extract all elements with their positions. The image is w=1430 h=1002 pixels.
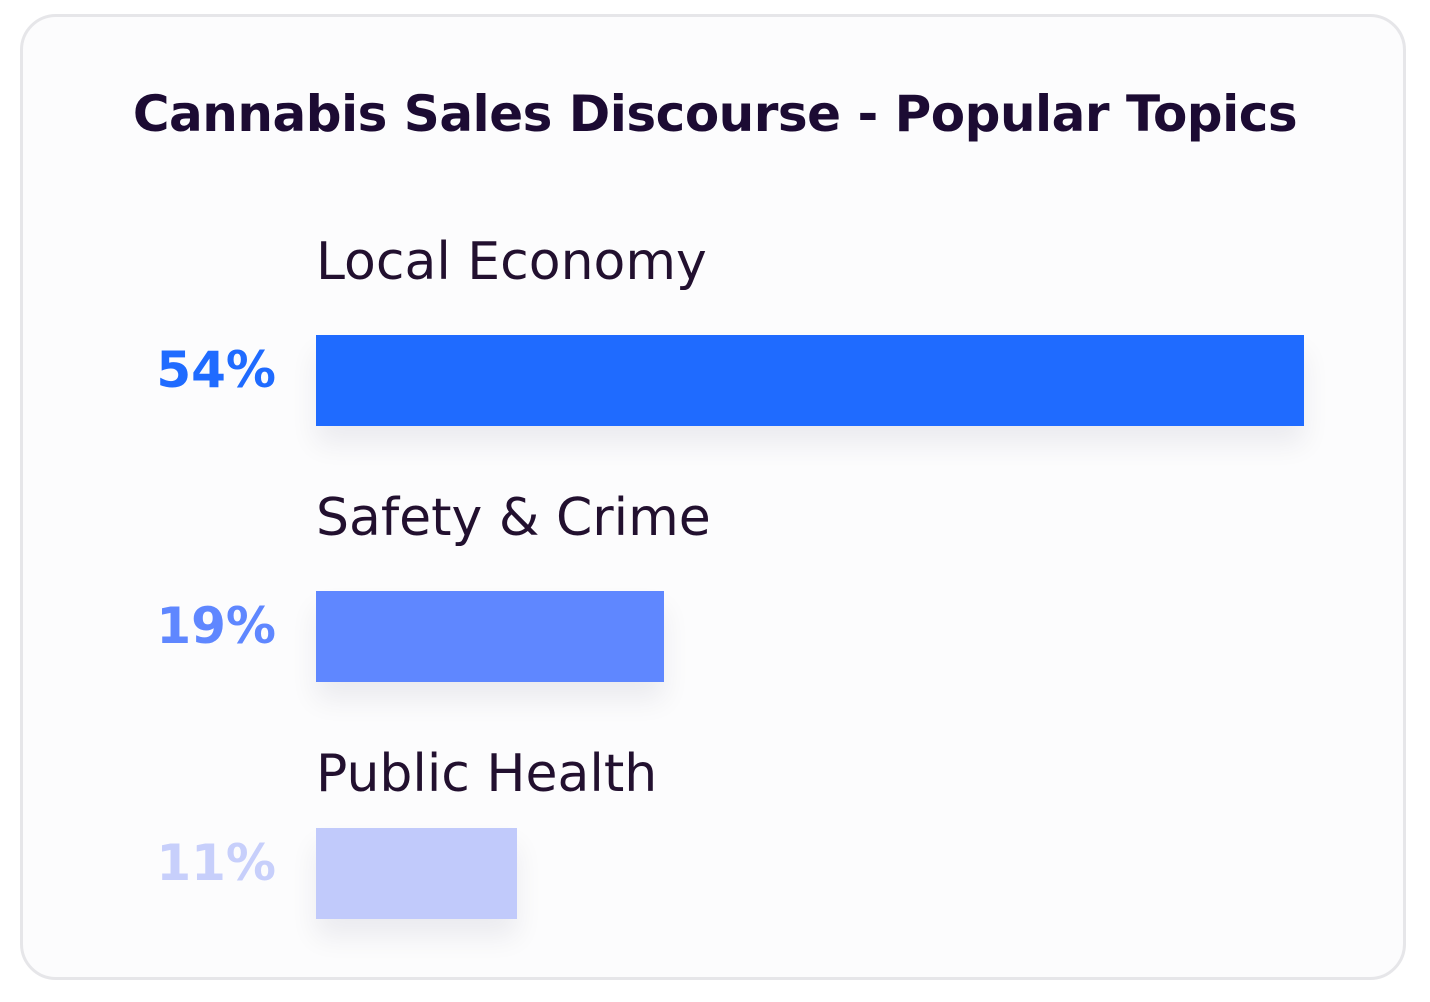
category-label-public-health: Public Health: [316, 744, 658, 804]
bar-safety-crime: [316, 591, 664, 682]
chart-title: Cannabis Sales Discourse - Popular Topic…: [132, 85, 1298, 143]
bar-public-health: [316, 828, 517, 919]
value-label-local-economy: 54%: [156, 341, 276, 399]
bar-local-economy: [316, 335, 1304, 426]
value-label-safety-crime: 19%: [156, 597, 276, 655]
value-label-public-health: 11%: [156, 834, 276, 892]
category-label-safety-crime: Safety & Crime: [316, 488, 711, 548]
chart-card: [20, 14, 1406, 980]
category-label-local-economy: Local Economy: [316, 232, 707, 292]
